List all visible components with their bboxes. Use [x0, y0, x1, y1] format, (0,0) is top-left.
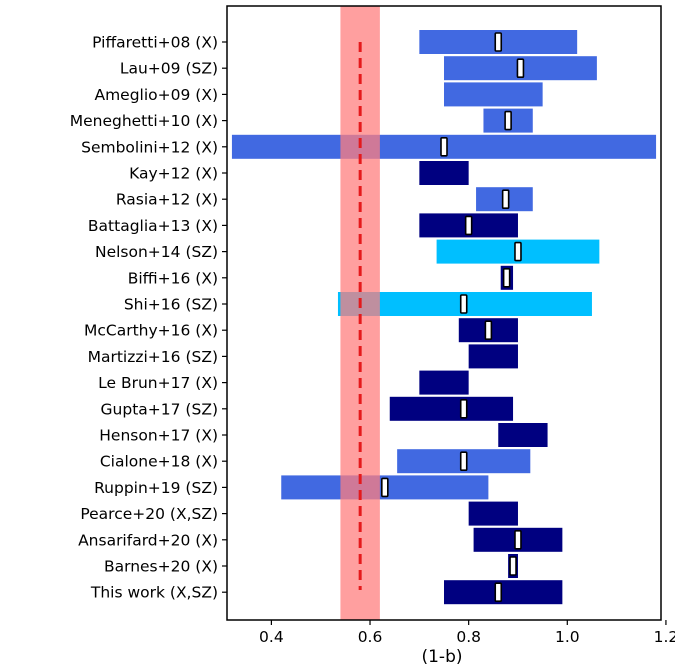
axes-frame [226, 5, 662, 621]
row-label: Pearce+20 (X,SZ) [80, 505, 218, 523]
row-label: Le Brun+17 (X) [98, 374, 218, 392]
value-marker [514, 241, 522, 262]
row-label: Martizzi+16 (SZ) [88, 348, 218, 366]
row-label: Meneghetti+10 (X) [70, 112, 218, 130]
x-axis-title: (1-b) [421, 647, 462, 667]
value-marker [502, 267, 511, 288]
row-label: Henson+17 (X) [99, 427, 218, 445]
value-marker [504, 110, 512, 131]
x-tick-label: 0.6 [358, 628, 383, 646]
value-marker [494, 32, 503, 52]
range-bar [419, 161, 469, 185]
range-bar [389, 396, 514, 421]
value-marker [514, 529, 522, 550]
value-marker [381, 477, 389, 498]
row-label: Kay+12 (X) [129, 165, 218, 183]
row-label: Barnes+20 (X) [104, 558, 218, 576]
row-label: Nelson+14 (SZ) [95, 243, 218, 261]
row-label: Sembolini+12 (X) [81, 138, 218, 156]
range-bar [444, 580, 563, 605]
x-tick-label: 1.0 [555, 628, 580, 646]
range-bar [468, 344, 518, 369]
range-bar [444, 82, 543, 107]
plot-area [226, 5, 662, 621]
x-tick-label: 0.4 [259, 628, 284, 646]
row-label: Gupta+17 (SZ) [101, 400, 218, 418]
value-marker [464, 215, 473, 236]
row-label: McCarthy+16 (X) [84, 322, 218, 340]
value-marker [501, 189, 510, 209]
row-label: Rasia+12 (X) [116, 191, 218, 209]
value-marker [509, 556, 517, 576]
row-label: Lau+09 (SZ) [120, 60, 218, 78]
row-label: Ruppin+19 (SZ) [94, 479, 218, 497]
range-bar [419, 370, 469, 395]
range-bar [468, 501, 518, 526]
value-marker [459, 398, 468, 419]
row-label: Cialone+18 (X) [100, 453, 218, 471]
x-tick-label: 0.8 [456, 628, 481, 646]
value-marker [516, 58, 525, 79]
row-label: Shi+16 (SZ) [124, 296, 218, 314]
value-marker [459, 294, 468, 314]
row-label: This work (X,SZ) [90, 584, 218, 602]
x-axis: 0.4 0.6 0.8 1.0 1.2 [222, 41, 675, 646]
value-marker [484, 320, 493, 341]
range-bar [498, 423, 548, 447]
value-marker [459, 451, 468, 472]
x-tick-label: 1.2 [654, 628, 675, 646]
row-labels: Piffaretti+08 (X) Lau+09 (SZ) Ameglio+09 (… [70, 34, 218, 602]
row-label: Battaglia+13 (X) [88, 217, 218, 235]
row-label: Biffi+16 (X) [128, 269, 218, 287]
value-marker [494, 582, 503, 603]
row-label: Piffaretti+08 (X) [92, 34, 218, 52]
value-marker [440, 137, 448, 157]
row-label: Ameglio+09 (X) [94, 86, 218, 104]
row-label: Ansarifard+20 (X) [78, 531, 218, 549]
